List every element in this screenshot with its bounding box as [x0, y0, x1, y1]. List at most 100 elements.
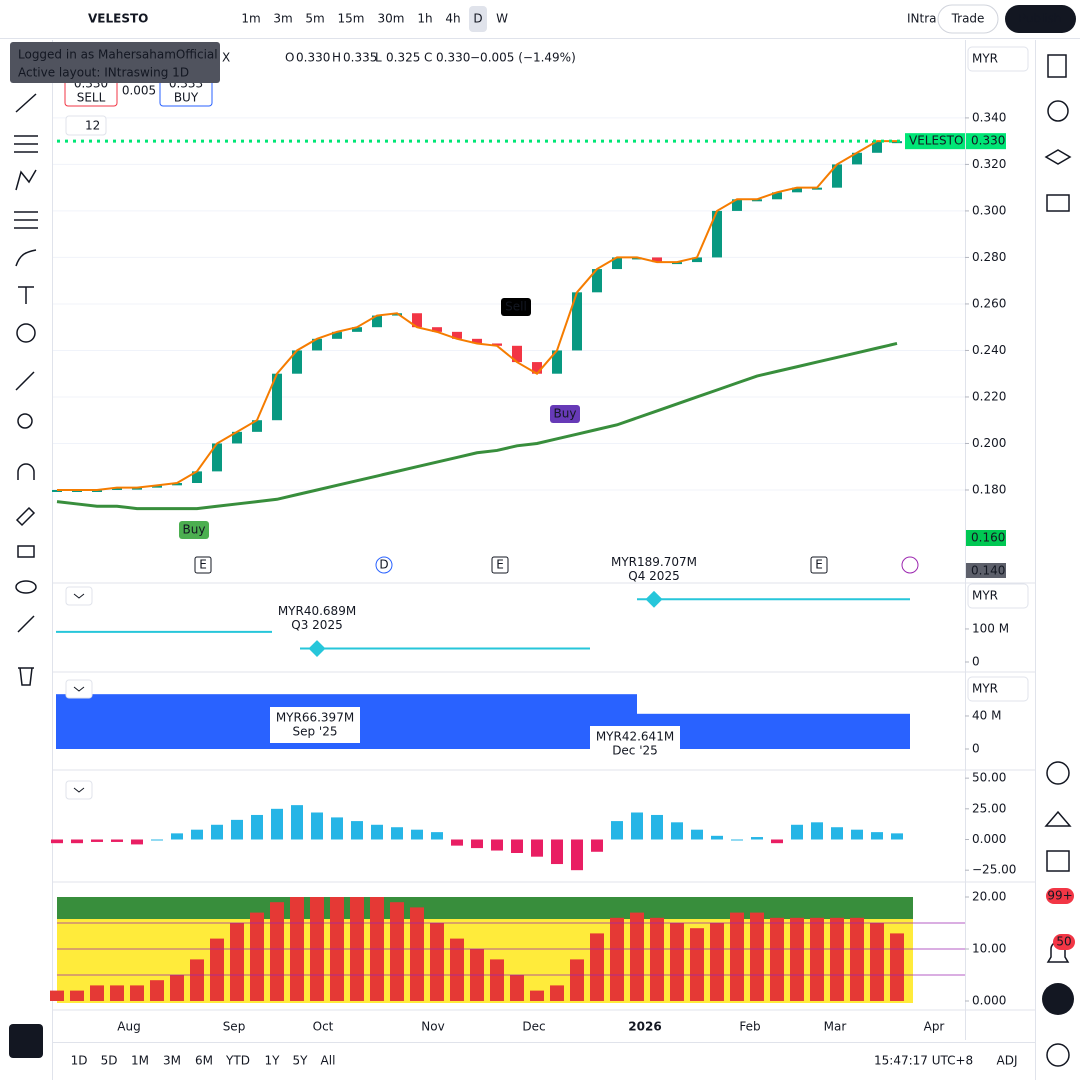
indicator-label-bg [966, 530, 1006, 546]
magnet-tool[interactable] [17, 463, 35, 480]
candle [192, 471, 202, 484]
pane-toggle[interactable] [65, 586, 93, 606]
strength-bar [870, 923, 884, 1001]
candle [532, 362, 542, 374]
candle [452, 331, 462, 339]
range-button[interactable]: 5Y [293, 1054, 309, 1068]
draw-mode[interactable] [15, 506, 36, 527]
ruler-tool[interactable] [15, 371, 35, 391]
strength-bar [110, 985, 124, 1001]
candle [552, 350, 562, 374]
forecast-tool[interactable] [14, 211, 38, 229]
strength-bar [170, 975, 184, 1001]
currency: MYR [972, 52, 998, 66]
y-tick-label: 0.240 [972, 343, 1006, 357]
link-tool[interactable] [17, 615, 35, 633]
event-label: E [496, 558, 504, 572]
interval-button[interactable]: 5m [305, 12, 324, 26]
ideas-button[interactable] [1044, 810, 1072, 827]
sell-label: SELL [77, 91, 106, 105]
adj-button[interactable]: ADJ [997, 1054, 1018, 1068]
candle [172, 483, 182, 486]
legend-item: C [424, 51, 432, 65]
legend-item: 0.330 [436, 51, 470, 65]
lock-tool[interactable] [17, 545, 35, 558]
interval-button[interactable]: 1h [417, 12, 432, 26]
income-period: Sep '25 [293, 725, 338, 739]
oscillator-bar [771, 839, 783, 844]
income-value: MYR42.641M [596, 730, 674, 744]
oscillator-bar [311, 812, 323, 840]
range-button[interactable]: 1Y [265, 1054, 281, 1068]
legend-item: L [375, 51, 382, 65]
oscillator-bar [251, 814, 263, 840]
zoom-tool[interactable] [17, 413, 33, 429]
interval-button[interactable]: 3m [273, 12, 292, 26]
drawing-tools [9, 93, 43, 1058]
signal-label: Buy [554, 407, 577, 421]
calendar-button[interactable] [1046, 850, 1070, 872]
candle [652, 257, 662, 263]
indicator-toggle [65, 115, 107, 136]
publish-button[interactable]: Publish [1019, 12, 1062, 26]
delete-tool[interactable] [18, 667, 34, 686]
pane-toggle[interactable] [65, 679, 93, 699]
candle [212, 443, 222, 472]
strength-bar [490, 959, 504, 1001]
range-button[interactable]: 5D [101, 1054, 118, 1068]
visibility-tool[interactable] [15, 580, 37, 594]
strength-bar [430, 923, 444, 1001]
interval-button[interactable]: 1m [241, 12, 260, 26]
range-button[interactable]: 6M [195, 1054, 213, 1068]
strength-bar [570, 959, 584, 1001]
range-button[interactable]: All [321, 1054, 336, 1068]
range-button[interactable]: 1D [71, 1054, 88, 1068]
legend-item: 0.335 [343, 51, 377, 65]
y-tick-label: 10.00 [972, 942, 1006, 956]
emoji-tool[interactable] [16, 323, 36, 343]
fib-tool[interactable] [14, 135, 38, 153]
oscillator-bar [711, 835, 723, 840]
revenue-period: Q4 2025 [628, 569, 679, 583]
interval-button[interactable]: 4h [445, 12, 460, 26]
symbol-label: VELESTO [909, 134, 963, 148]
tech-button[interactable] [1046, 761, 1070, 785]
text-tool[interactable] [18, 286, 34, 304]
range-button[interactable]: 3M [163, 1054, 181, 1068]
symbol-label-bg [905, 133, 965, 150]
brush-tool[interactable] [15, 249, 37, 267]
trend-line-tool[interactable] [15, 93, 37, 113]
apps-button[interactable] [1042, 983, 1074, 1015]
candle [372, 315, 382, 328]
chat-button[interactable] [1046, 194, 1070, 212]
price-label-bg [966, 133, 1006, 150]
interval-button[interactable]: W [496, 12, 508, 26]
range-button[interactable]: YTD [225, 1054, 250, 1068]
layers-button[interactable] [1044, 149, 1072, 165]
range-button[interactable]: 1M [131, 1054, 149, 1068]
badge-bg [1053, 934, 1075, 950]
pattern-tool[interactable] [15, 169, 37, 191]
favorites-button[interactable] [9, 1024, 43, 1058]
trade-button[interactable]: Trade [951, 12, 985, 26]
y-tick-label: 100 M [972, 621, 1009, 635]
alerts-button[interactable] [1047, 100, 1069, 122]
oscillator-bar [331, 817, 343, 840]
oscillator-bar [371, 824, 383, 840]
strength-bar [830, 917, 844, 1001]
interval-button[interactable]: 15m [338, 12, 365, 26]
strength-bar [890, 933, 904, 1001]
candle [332, 331, 342, 339]
badge-bg [1046, 888, 1074, 904]
interval-button[interactable]: 30m [378, 12, 405, 26]
help-button[interactable] [1046, 1043, 1070, 1067]
pane-toggle[interactable] [65, 780, 93, 800]
strength-bar [190, 959, 204, 1001]
watchlist-button[interactable] [1047, 54, 1067, 78]
interval-button[interactable]: D [473, 12, 482, 26]
strength-bar [150, 980, 164, 1001]
signal-label: Sell [505, 300, 527, 314]
x-tick-label: 2026 [628, 1020, 661, 1034]
oscillator-bar [111, 839, 123, 842]
revenue-period: Q3 2025 [291, 618, 342, 632]
